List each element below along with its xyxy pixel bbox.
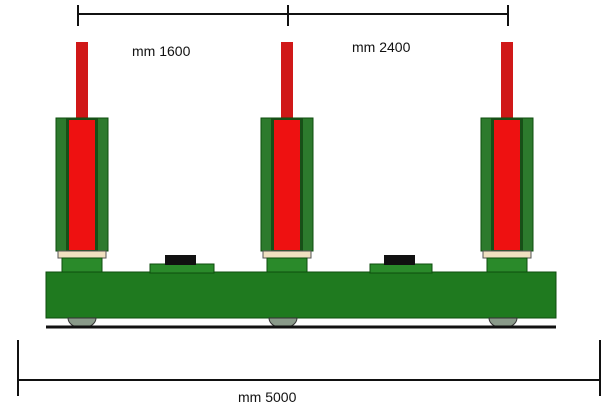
top-dimension <box>77 5 509 26</box>
dimension-label: mm 5000 <box>238 389 297 405</box>
column <box>260 42 314 273</box>
dimension-label: mm 1600 <box>132 43 191 59</box>
dimension-label: mm 2400 <box>352 39 411 55</box>
column <box>480 42 534 273</box>
column <box>55 42 109 273</box>
bottom-dimension <box>17 340 601 396</box>
platform <box>45 255 557 329</box>
